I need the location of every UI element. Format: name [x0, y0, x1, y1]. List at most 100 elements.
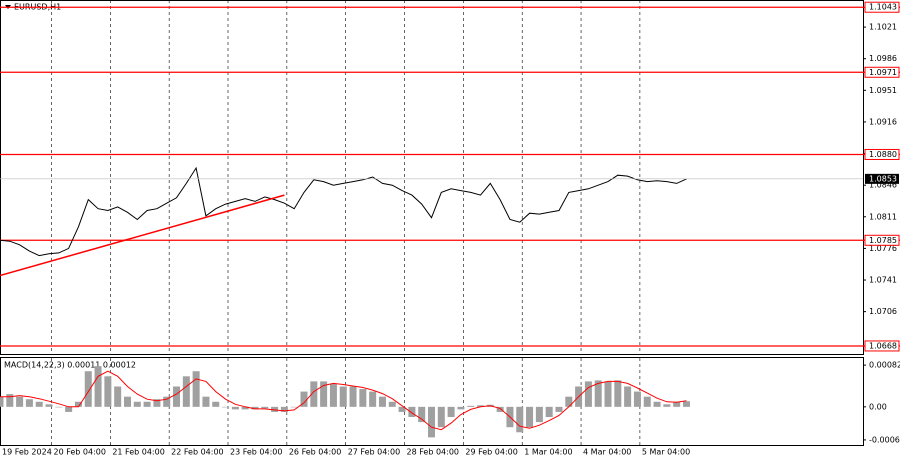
macd-bar [467, 405, 475, 407]
macd-bar [643, 396, 651, 407]
trendline [0, 194, 285, 277]
macd-bar [526, 406, 534, 428]
macd-bar [359, 389, 367, 407]
macd-bar [398, 406, 406, 412]
level-label: 1.0785 [869, 236, 897, 245]
macd-bar [408, 406, 416, 418]
level-label: 1.0880 [869, 150, 897, 159]
y-tick-label: 1.0951 [869, 86, 897, 95]
level-box [864, 66, 900, 78]
macd-bar [133, 401, 141, 407]
macd-bar [192, 371, 200, 407]
macd-bar [45, 404, 53, 407]
macd-bar [673, 401, 681, 407]
macd-bar [653, 401, 661, 407]
current-price-label: 1.0853 [869, 174, 897, 183]
macd-bar [55, 406, 63, 408]
macd-bar [6, 394, 14, 407]
price-line [0, 166, 687, 257]
macd-bar [516, 406, 524, 433]
x-tick-label: 20 Feb 04:00 [53, 448, 105, 457]
macd-bar [271, 406, 279, 412]
macd-bar [35, 401, 43, 407]
y-tick-label: 1.0776 [869, 244, 897, 253]
macd-bar [84, 371, 92, 407]
x-tick-label: 4 Mar 04:00 [583, 448, 631, 457]
current-price-box [865, 173, 899, 184]
y-tick-label: 0.00 [869, 402, 887, 411]
macd-bar [143, 401, 151, 407]
level-box [864, 1, 900, 13]
y-tick-label: 0.00082 [869, 361, 900, 370]
y-tick-label: 1.0741 [869, 276, 897, 285]
level-label: 1.1043 [869, 3, 897, 12]
macd-bar [624, 386, 632, 407]
macd-bar [477, 405, 485, 407]
y-tick-label: -0.00065 [869, 435, 900, 444]
macd-signal [0, 370, 687, 431]
macd-bar [604, 381, 612, 407]
x-tick-label: 1 Mar 04:00 [524, 448, 572, 457]
macd-bar [104, 376, 112, 407]
macd-bar [329, 383, 337, 407]
macd-bar [280, 406, 288, 412]
level-box [864, 234, 900, 246]
macd-bar [535, 406, 543, 423]
y-tick-label: 1.0706 [869, 307, 897, 316]
x-tick-label: 23 Feb 04:00 [230, 448, 282, 457]
macd-bar [310, 381, 318, 407]
macd-bar [388, 401, 396, 407]
macd-bar [202, 396, 210, 407]
y-tick-label: 1.0846 [869, 181, 897, 190]
macd-bar [437, 406, 445, 428]
macd-bar [231, 406, 239, 410]
macd-bar [182, 376, 190, 407]
macd-bar [251, 406, 259, 410]
macd-bar [300, 391, 308, 407]
macd-bar [114, 386, 122, 407]
macd-bar [0, 396, 4, 407]
macd-bar [153, 399, 161, 407]
y-tick-label: 1.0811 [869, 212, 897, 221]
macd-bar [25, 399, 33, 407]
macd-bar [545, 406, 553, 418]
macd-bar [633, 391, 641, 407]
macd-bar [428, 406, 435, 438]
macd-bar [212, 401, 220, 407]
y-tick-label: 1.1021 [869, 23, 897, 32]
x-tick-label: 28 Feb 04:00 [407, 448, 459, 457]
macd-bar [339, 386, 347, 407]
macd-bar [496, 406, 504, 412]
x-tick-label: 29 Feb 04:00 [465, 448, 517, 457]
macd-bar [320, 381, 328, 407]
macd-bar [74, 401, 82, 407]
macd-bar [65, 406, 73, 412]
level-label: 1.0668 [869, 341, 897, 350]
x-tick-label: 19 Feb 2024 [2, 448, 52, 457]
macd-bar [349, 386, 357, 407]
level-box [864, 340, 900, 352]
macd-bar [594, 380, 602, 407]
macd-bar [123, 396, 131, 407]
macd-bar [163, 396, 171, 407]
macd-bar [16, 396, 24, 407]
y-tick-label: 1.0986 [869, 54, 897, 63]
y-tick-label: 1.0916 [869, 117, 897, 126]
macd-bar [369, 391, 377, 407]
macd-bar [94, 366, 102, 407]
level-label: 1.0971 [869, 68, 897, 77]
x-tick-label: 5 Mar 04:00 [642, 448, 690, 457]
macd-bar [457, 406, 465, 410]
macd-bar [418, 406, 426, 423]
macd-bar [290, 406, 298, 408]
x-tick-label: 21 Feb 04:00 [112, 448, 164, 457]
macd-bar [565, 396, 573, 407]
price-frame [0, 0, 864, 355]
macd-bar [663, 404, 671, 407]
x-tick-label: 27 Feb 04:00 [348, 448, 400, 457]
macd-bar [173, 386, 181, 407]
macd-bar [241, 406, 249, 410]
macd-bar [555, 406, 563, 412]
macd-bar [682, 401, 690, 407]
